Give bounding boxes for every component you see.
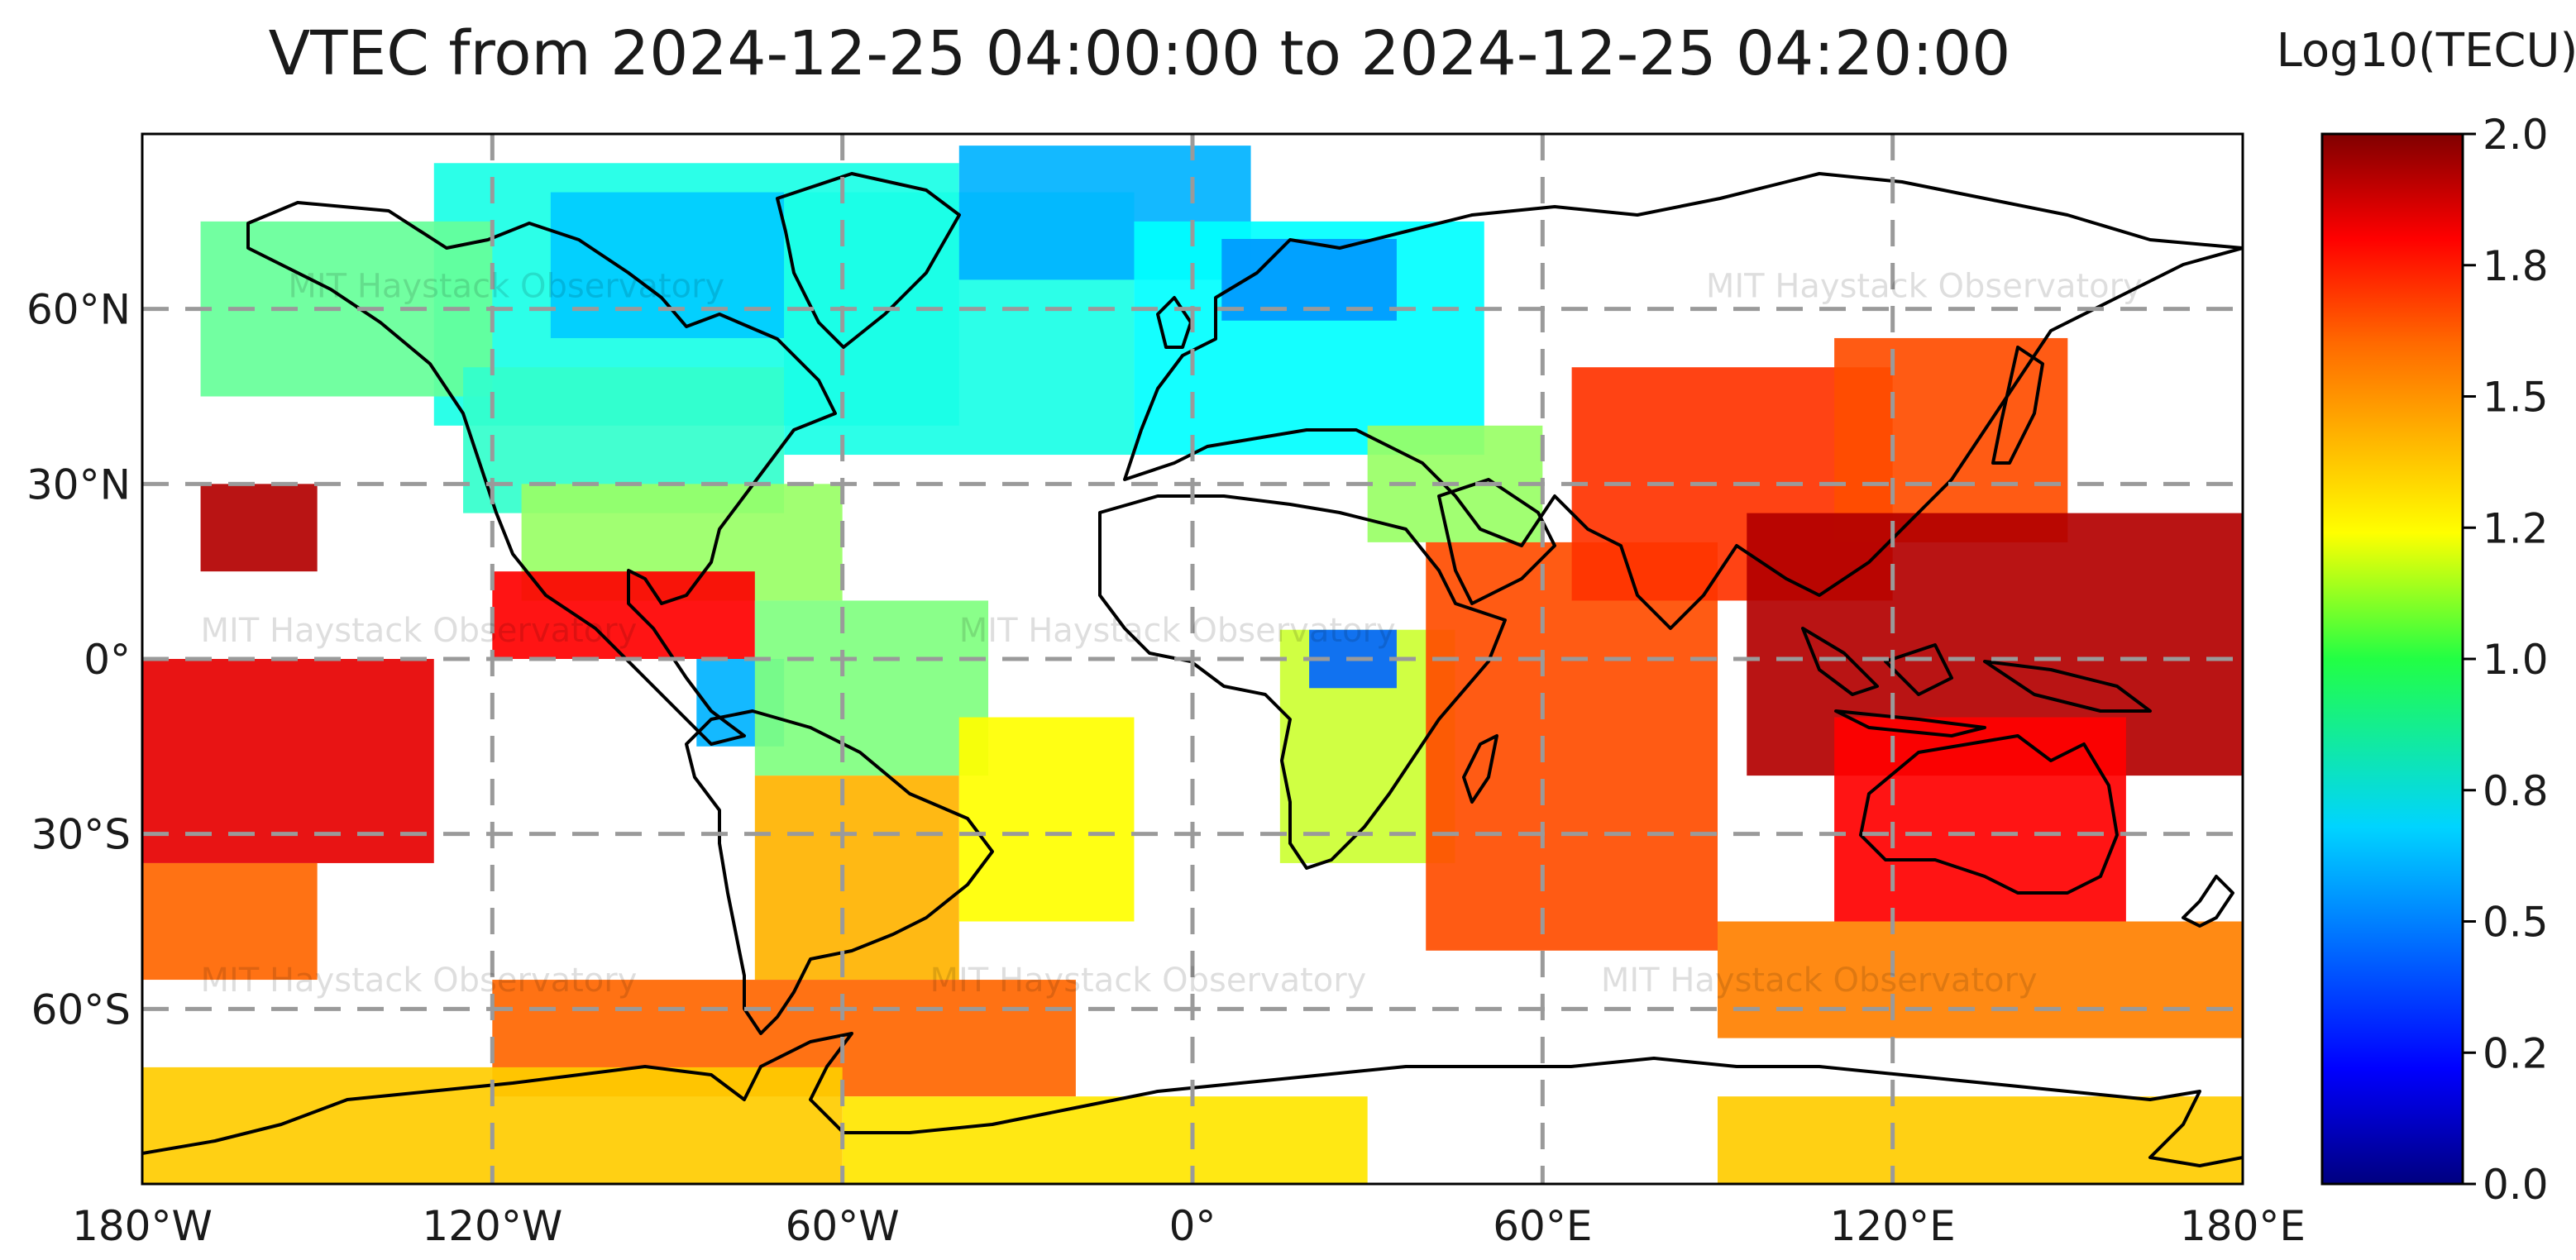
- tec-region-south-pacific-mid: [142, 862, 318, 981]
- coastline-indonesia: [1801, 627, 2152, 737]
- lat-tick-label: 60°S: [31, 986, 131, 1033]
- map-panel: MIT Haystack Observatory MIT Haystack Obs…: [141, 132, 2244, 1186]
- colorbar-tick-label: 1.2: [2483, 504, 2549, 552]
- coastline-british-isles: [1156, 296, 1192, 349]
- colorbar-tick-label: 0.2: [2483, 1029, 2549, 1077]
- tec-data-layer: [142, 146, 2243, 1184]
- chart-title: VTEC from 2024-12-25 04:00:00 to 2024-12…: [269, 18, 2011, 89]
- watermark-text: MIT Haystack Observatory: [1706, 268, 2143, 306]
- coastline-new-zealand: [2182, 875, 2234, 928]
- watermark-text: MIT Haystack Observatory: [201, 612, 638, 650]
- lat-tick-label: 30°S: [31, 811, 131, 859]
- tec-region-west-pacific-south: [142, 659, 434, 863]
- colorbar-tick-label: 1.5: [2483, 374, 2549, 422]
- tec-region-indian-ocean: [1426, 542, 1718, 951]
- colorbar-tick-label: 0.5: [2483, 899, 2549, 947]
- colorbar-label: Log10(TECU): [2277, 24, 2576, 78]
- coastline-australia: [1859, 734, 2119, 895]
- colorbar: 0.0 0.2 0.5 0.8 1.0 1.2 1.5 1.8 2.0: [2320, 111, 2549, 1209]
- tec-region-southern-ocean-east: [1718, 921, 2243, 1038]
- lon-tick-label: 60°E: [1493, 1202, 1592, 1250]
- tec-region-south-america-north: [754, 600, 989, 776]
- coastline-greenland: [776, 172, 961, 349]
- colorbar-tick-label: 1.0: [2483, 636, 2549, 684]
- coastline-eurasia: [1123, 172, 2243, 630]
- latitude-ticks: 60°N 30°N 0° 30°S 60°S: [26, 286, 131, 1034]
- tec-region-east-asia: [1834, 337, 2068, 542]
- lat-tick-label: 30°N: [26, 461, 131, 508]
- watermark-text: MIT Haystack Observatory: [1601, 962, 2038, 1000]
- watermark-text: MIT Haystack Observatory: [959, 612, 1396, 650]
- tec-region-canada-high-lat: [550, 192, 785, 338]
- map-frame: [141, 132, 2244, 1186]
- watermarks: MIT Haystack Observatory MIT Haystack Obs…: [201, 268, 2143, 1000]
- watermark-text: MIT Haystack Observatory: [930, 962, 1367, 1000]
- lat-tick-label: 0°: [84, 636, 131, 684]
- lon-tick-label: 60°W: [786, 1202, 900, 1250]
- colorbar-tick-label: 2.0: [2483, 111, 2549, 159]
- coastline-north-america: [246, 201, 837, 746]
- watermark-text: MIT Haystack Observatory: [201, 962, 638, 1000]
- colorbar-gradient: [2320, 132, 2464, 1186]
- lon-tick-label: 120°W: [422, 1202, 562, 1250]
- coastline-south-america: [685, 709, 994, 1035]
- coastlines: [142, 172, 2243, 1167]
- tec-region-east-pacific-equator: [492, 571, 755, 659]
- tec-region-hawaii-patch: [200, 484, 318, 572]
- gridlines: [142, 134, 2243, 1184]
- lon-tick-label: 180°E: [2180, 1202, 2306, 1250]
- lon-tick-label: 0°: [1169, 1202, 1216, 1250]
- coastline-japan: [1991, 346, 2044, 465]
- colorbar-tick-label: 1.8: [2483, 242, 2549, 290]
- lon-tick-label: 120°E: [1830, 1202, 1956, 1250]
- tec-region-antarctica-east: [842, 1096, 1368, 1184]
- tec-region-australia: [1834, 717, 2126, 922]
- coastline-antarctica: [142, 1032, 2243, 1167]
- colorbar-ticks: 0.0 0.2 0.5 0.8 1.0 1.2 1.5 1.8 2.0: [2463, 111, 2549, 1209]
- colorbar-tick-label: 0.8: [2483, 767, 2549, 815]
- lon-tick-label: 180°W: [72, 1202, 213, 1250]
- tec-region-south-atlantic: [958, 717, 1135, 922]
- tec-region-antarctica-far-east: [1718, 1096, 2243, 1184]
- tec-region-south-america-south: [754, 776, 959, 981]
- coastline-africa: [1098, 494, 1507, 870]
- lat-tick-label: 60°N: [26, 286, 131, 334]
- watermark-text: MIT Haystack Observatory: [288, 268, 724, 306]
- coastline-madagascar: [1462, 734, 1498, 804]
- longitude-ticks: 180°W 120°W 60°W 0° 60°E 120°E 180°E: [72, 1202, 2306, 1250]
- colorbar-tick-label: 0.0: [2483, 1161, 2549, 1209]
